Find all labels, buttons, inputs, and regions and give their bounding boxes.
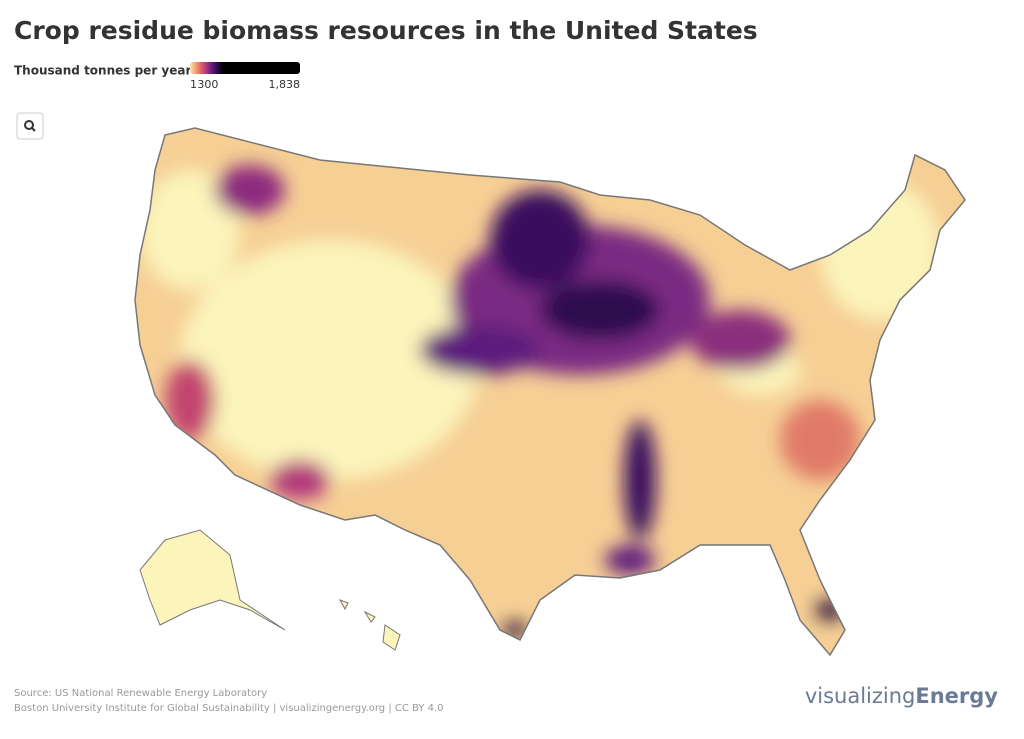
button-frame[interactable] <box>16 112 44 140</box>
legend: 1 300 1,838 <box>190 62 300 91</box>
search-icon-handle <box>31 127 36 132</box>
brand-light: visualizing <box>805 684 916 708</box>
source-line: Source: US National Renewable Energy Lab… <box>14 688 267 699</box>
source-line: Boston University Institute for Global S… <box>14 703 444 714</box>
search-icon <box>24 120 34 130</box>
legend-tick-label: 1 <box>190 78 197 91</box>
legend-tick-label: 300 <box>197 78 218 91</box>
alaska <box>139 529 286 631</box>
legend-bar <box>190 62 300 74</box>
brand: visualizingEnergy <box>805 684 998 708</box>
brand-bold: Energy <box>915 684 998 708</box>
legend-tick-label: 1,838 <box>269 78 301 91</box>
search-button[interactable] <box>16 112 44 140</box>
title: Crop residue biomass resources in the Un… <box>14 16 758 45</box>
shading <box>140 165 940 638</box>
hawaii <box>338 599 401 651</box>
legend-title: Thousand tonnes per year <box>14 64 191 78</box>
map <box>134 127 966 656</box>
